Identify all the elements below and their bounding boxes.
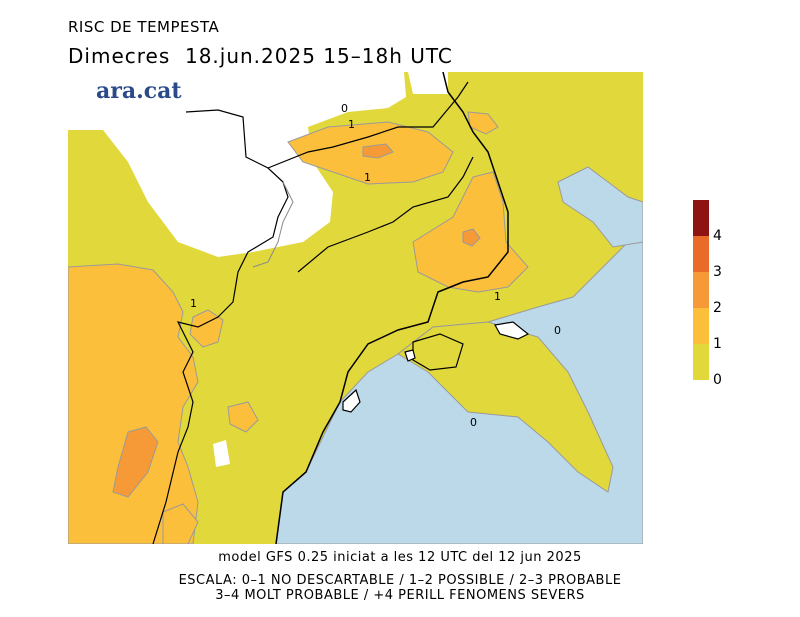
risk-map: 0 1 1 1 1 0 0 bbox=[68, 72, 643, 544]
legend-label: 0 bbox=[713, 372, 722, 388]
sea-gulf bbox=[557, 166, 643, 248]
scale-description-1: ESCALA: 0–1 NO DESCARTABLE / 1–2 POSSIBL… bbox=[178, 573, 622, 588]
border-line bbox=[152, 109, 289, 544]
no-data-top-right bbox=[408, 72, 448, 94]
legend-label: 1 bbox=[713, 336, 722, 352]
border-line-2 bbox=[267, 81, 469, 169]
border-line-3 bbox=[297, 156, 474, 273]
no-data-area bbox=[68, 72, 406, 257]
scale-description-2: 3–4 MOLT PROBABLE / +4 PERILL FENOMENS S… bbox=[215, 588, 585, 603]
model-info: model GFS 0.25 iniciat a les 12 UTC del … bbox=[218, 550, 582, 565]
border-gray bbox=[252, 181, 294, 268]
island-mallorca bbox=[412, 333, 464, 371]
legend-swatch-2-3 bbox=[693, 272, 709, 308]
risk-probable-sw bbox=[112, 426, 159, 498]
contour-label: 0 bbox=[341, 102, 348, 115]
legend-label: 4 bbox=[713, 228, 722, 244]
map-subtitle: Dimecres 18.jun.2025 15–18h UTC bbox=[68, 44, 453, 68]
island-white-south bbox=[213, 440, 230, 467]
coastline bbox=[275, 72, 509, 544]
risk-probable-n bbox=[362, 143, 394, 159]
risk-possible-south bbox=[162, 503, 199, 544]
contour-label: 0 bbox=[554, 324, 561, 337]
legend-label: 3 bbox=[713, 264, 722, 280]
contour-label: 0 bbox=[470, 416, 477, 429]
island-menorca bbox=[494, 321, 530, 340]
risk-possible-west bbox=[68, 263, 199, 544]
island-ibiza bbox=[342, 388, 361, 413]
map-title: RISC DE TEMPESTA bbox=[68, 18, 220, 36]
contour-label: 1 bbox=[348, 118, 355, 131]
risk-probable-e bbox=[462, 228, 481, 247]
legend-swatch-4plus bbox=[693, 200, 709, 236]
legend-label: 2 bbox=[713, 300, 722, 316]
legend-swatch-3-4 bbox=[693, 236, 709, 272]
contour-label: 1 bbox=[364, 171, 371, 184]
legend-swatch-0-1 bbox=[693, 344, 709, 380]
contour-label: 1 bbox=[494, 290, 501, 303]
contour-label: 1 bbox=[190, 297, 197, 310]
risk-possible-small bbox=[227, 401, 259, 433]
risk-legend bbox=[693, 200, 709, 380]
island-small bbox=[404, 349, 416, 362]
legend-swatch-1-2 bbox=[693, 308, 709, 344]
ara-cat-logo: ara.cat bbox=[96, 78, 182, 104]
